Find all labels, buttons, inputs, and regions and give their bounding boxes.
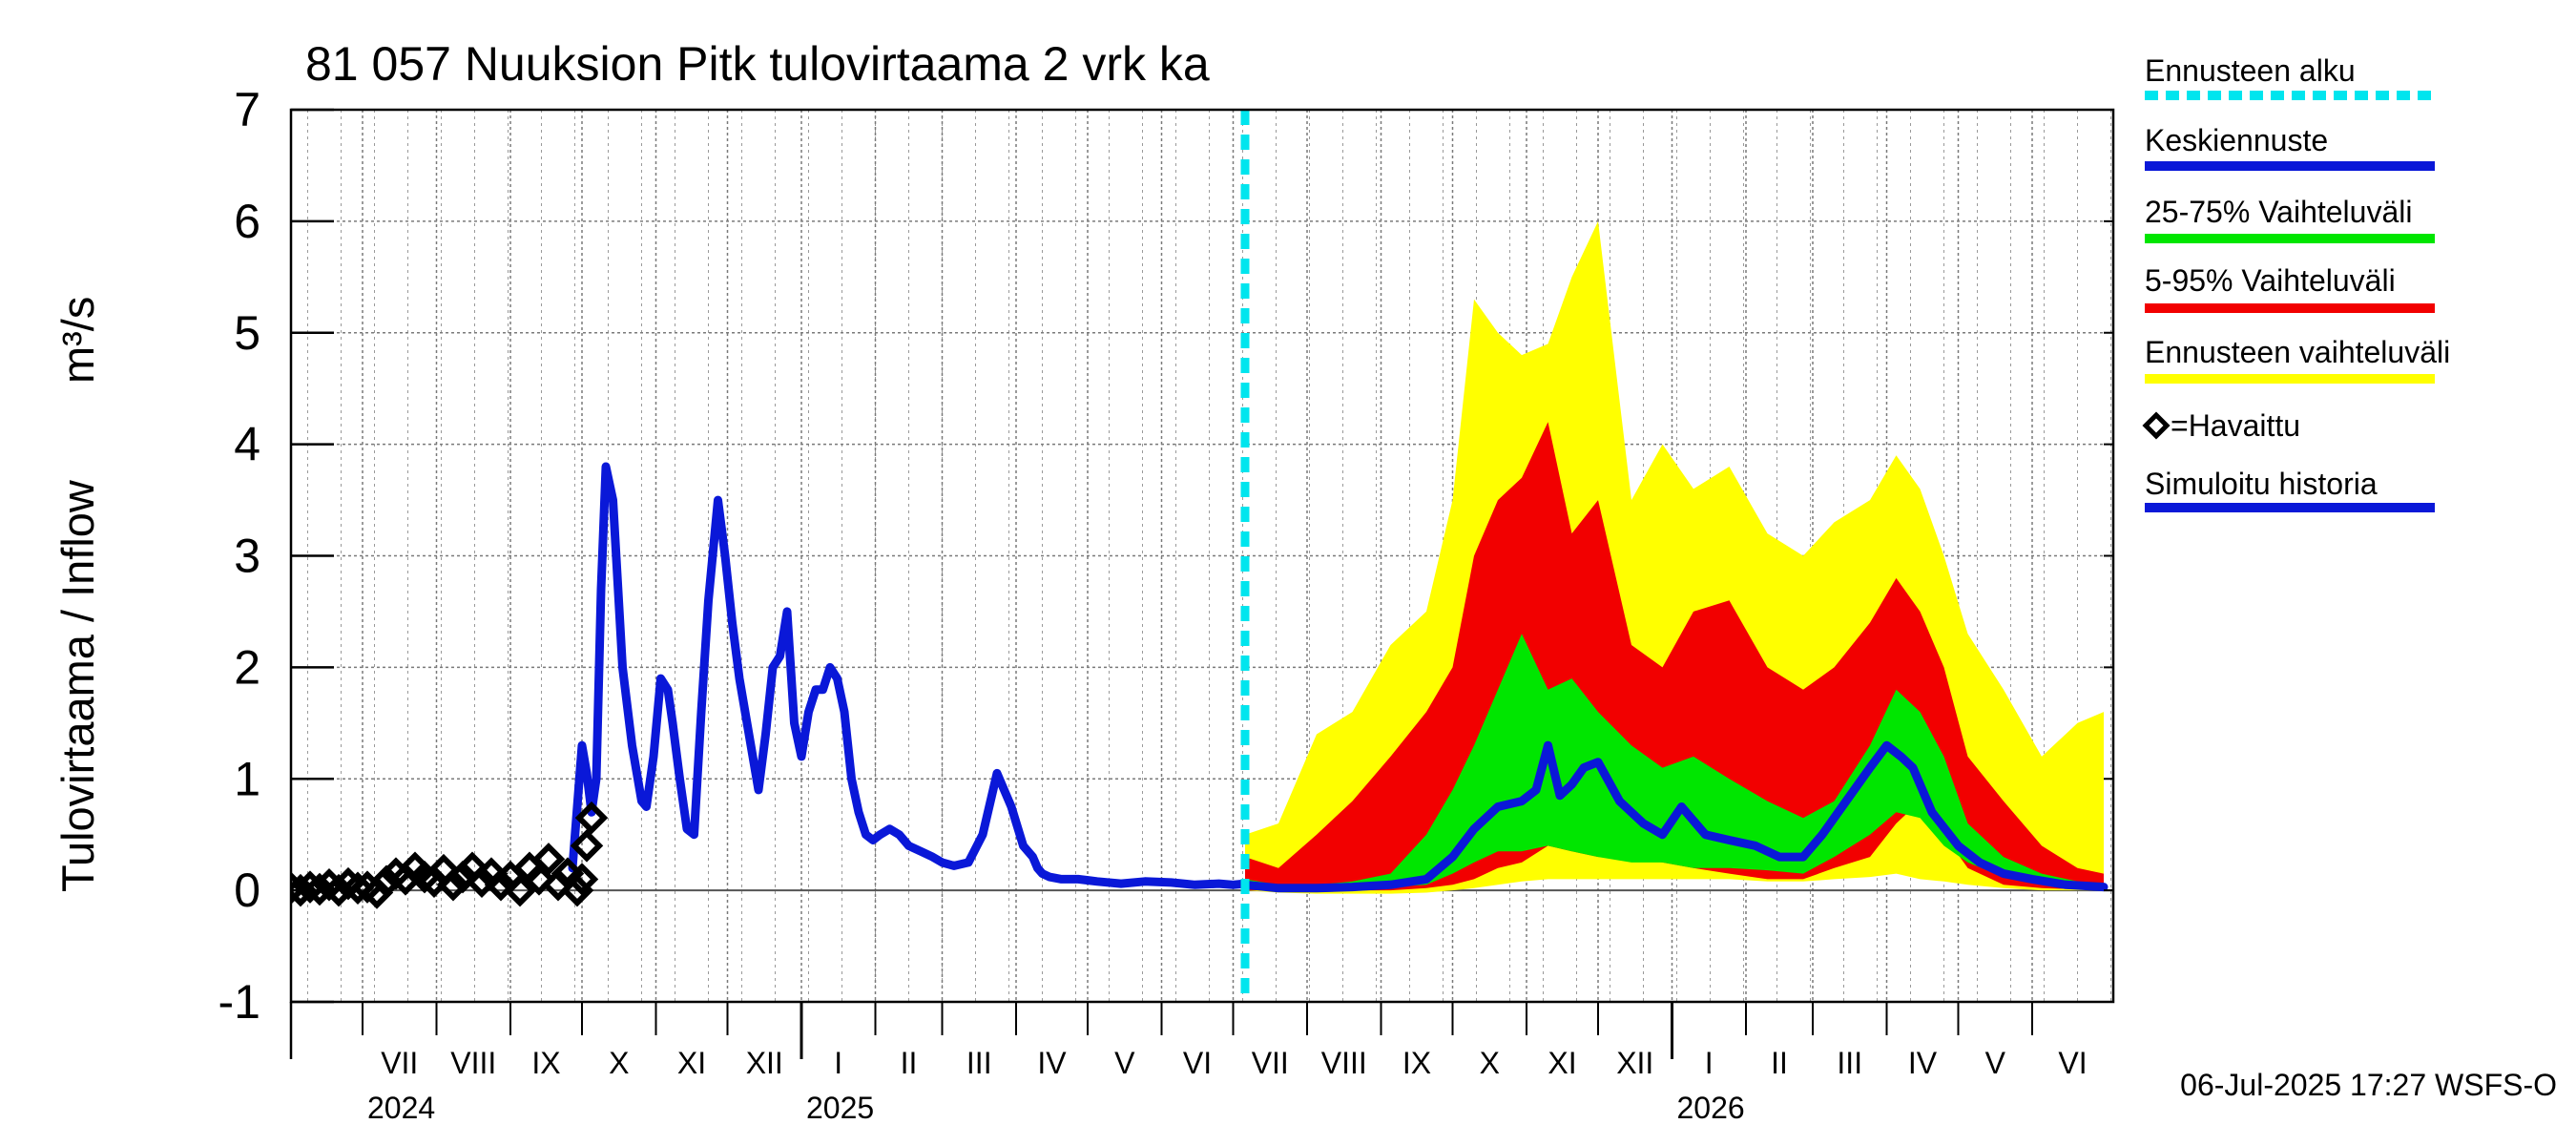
- x-tick-label-month: VI: [2058, 1046, 2087, 1080]
- band-25-75-vaihteluv-li: [1245, 634, 2104, 889]
- x-tick-label-month: XII: [1616, 1046, 1653, 1080]
- observed-point: [522, 863, 556, 896]
- legend-label: Simuloitu historia: [2145, 467, 2378, 501]
- x-tick-label-year: 2026: [1677, 1091, 1745, 1125]
- x-tick-label-month: V: [1985, 1046, 2006, 1080]
- observed-point: [541, 868, 575, 902]
- legend-label: Ennusteen vaihteluväli: [2145, 335, 2450, 369]
- y-axis-label: Tulovirtaama / Inflow: [52, 479, 103, 892]
- x-tick-label-month: IX: [531, 1046, 560, 1080]
- legend-item: Keskiennuste: [2145, 123, 2435, 171]
- observed-point: [446, 860, 480, 894]
- y-tick-label: 6: [234, 195, 260, 248]
- observed-point: [417, 864, 451, 899]
- observed-point: [574, 801, 609, 835]
- observed-point: [341, 871, 375, 906]
- x-tick-label-month: VIII: [450, 1046, 496, 1080]
- y-tick-label: 3: [234, 530, 260, 583]
- x-tick-label-month: V: [1114, 1046, 1135, 1080]
- x-tick-label-month: IV: [1037, 1046, 1067, 1080]
- observed-point: [570, 829, 604, 863]
- x-tick-label-month: I: [834, 1046, 842, 1080]
- x-tick-label-month: II: [1771, 1046, 1788, 1080]
- data-lines: [291, 110, 2109, 1002]
- x-tick-label-month: IV: [1908, 1046, 1938, 1080]
- y-tick-label: 2: [234, 640, 260, 694]
- legend-item: 5-95% Vaihteluväli: [2145, 263, 2435, 313]
- simulated-history-line: [568, 462, 1250, 889]
- legend-swatch-observed: [2142, 411, 2171, 440]
- observed-point: [503, 873, 537, 907]
- x-tick-label-month: III: [1837, 1046, 1862, 1080]
- x-tick-label-month: X: [609, 1046, 629, 1080]
- legend-item: 25-75% Vaihteluväli: [2145, 195, 2435, 243]
- x-tick-label-month: VIII: [1321, 1046, 1367, 1080]
- observed-point: [565, 863, 599, 896]
- x-tick-label-year: 2024: [367, 1091, 435, 1125]
- x-tick-label-year: 2025: [806, 1091, 874, 1125]
- x-tick-label-month: XI: [1548, 1046, 1576, 1080]
- y-axis-label-group: Tulovirtaama / Inflow m³/s: [52, 297, 103, 892]
- observed-point: [531, 843, 566, 876]
- legend-label: =Havaittu: [2171, 408, 2300, 443]
- y-tick-label: 7: [234, 83, 260, 136]
- y-tick-label: 0: [234, 864, 260, 917]
- chart-title: 81 057 Nuuksion Pitk tulovirtaama 2 vrk …: [305, 37, 1210, 91]
- observed-point: [484, 868, 518, 902]
- legend-label: Keskiennuste: [2145, 123, 2328, 157]
- x-tick-label-month: VII: [1252, 1046, 1289, 1080]
- y-axis-unit: m³/s: [52, 297, 103, 384]
- x-tick-label-month: XII: [746, 1046, 783, 1080]
- legend-label: 25-75% Vaihteluväli: [2145, 195, 2412, 229]
- x-tick-label-month: VII: [381, 1046, 418, 1080]
- observed-point: [465, 864, 499, 899]
- y-tick-label: 5: [234, 306, 260, 360]
- legend-item: Ennusteen alku: [2145, 53, 2435, 100]
- forecast-bands: [1245, 220, 2104, 894]
- x-tick-label-month: VI: [1183, 1046, 1212, 1080]
- median-forecast-line: [1240, 740, 2109, 893]
- y-tick-label: 4: [234, 418, 260, 471]
- legend: Ennusteen alku Keskiennuste 25-75% Vaihtel…: [2142, 53, 2450, 512]
- footer-timestamp: 06-Jul-2025 17:27 WSFS-O: [2180, 1068, 2557, 1102]
- x-tick-label-month: II: [901, 1046, 918, 1080]
- x-tick-label-month: III: [966, 1046, 992, 1080]
- x-tick-label-month: IX: [1402, 1046, 1431, 1080]
- legend-item: Ennusteen vaihteluväli: [2145, 335, 2450, 384]
- legend-label: 5-95% Vaihteluväli: [2145, 263, 2396, 298]
- legend-item: =Havaittu: [2142, 408, 2300, 443]
- legend-item: Simuloitu historia: [2145, 467, 2435, 512]
- legend-label: Ennusteen alku: [2145, 53, 2356, 88]
- y-tick-label: 1: [234, 752, 260, 805]
- x-tick-label-month: I: [1705, 1046, 1714, 1080]
- observed-point: [360, 876, 394, 909]
- observed-point: [436, 868, 470, 902]
- y-tick-label: -1: [218, 975, 260, 1029]
- x-tick-label-month: X: [1480, 1046, 1500, 1080]
- x-tick-label-month: XI: [677, 1046, 706, 1080]
